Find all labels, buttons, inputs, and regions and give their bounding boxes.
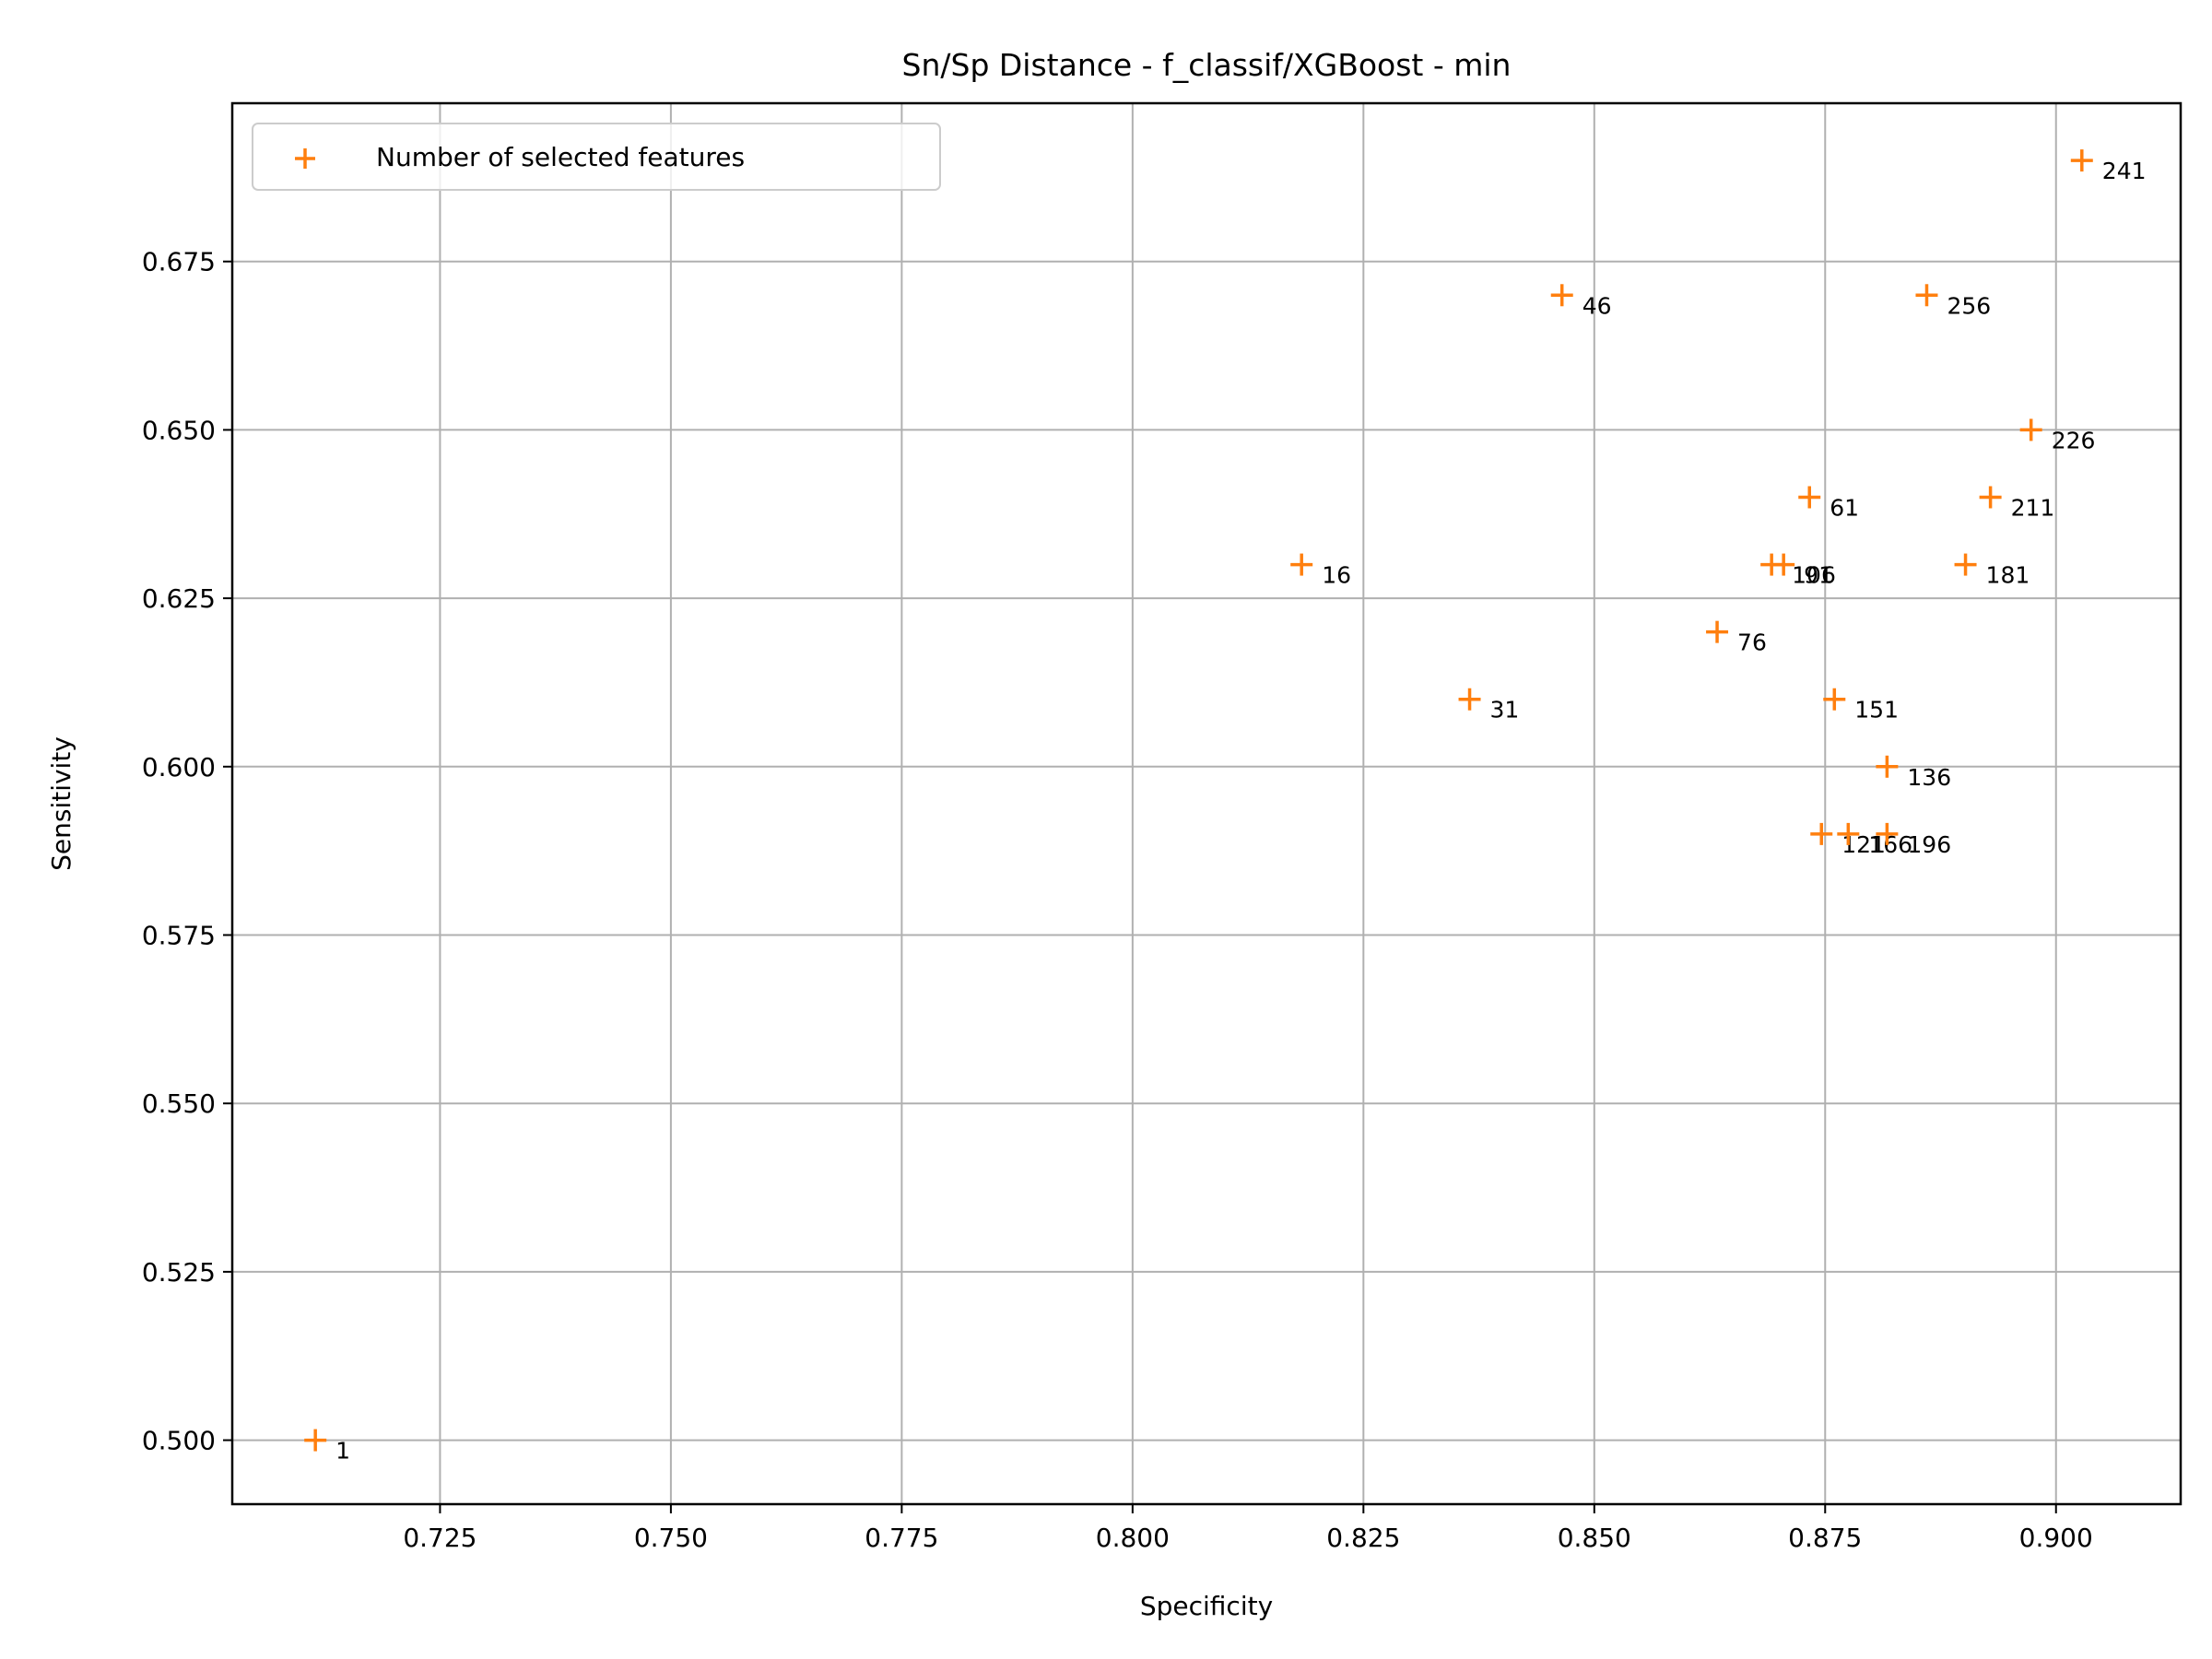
y-tick-label: 0.675 (142, 247, 216, 277)
point-label: 196 (1907, 831, 1951, 858)
x-tick-label: 0.775 (865, 1523, 938, 1553)
x-tick-label: 0.750 (634, 1523, 708, 1553)
data-point: 106 (1760, 553, 1836, 589)
data-point: 31 (1458, 688, 1520, 724)
data-point: 151 (1823, 688, 1899, 724)
x-tick-label: 0.825 (1326, 1523, 1400, 1553)
legend-marker-plus (295, 148, 315, 169)
legend-box (252, 123, 941, 191)
data-point: 241 (2070, 149, 2147, 184)
y-axis-ticks: 0.500 0.525 0.550 0.575 0.600 0.625 0.650 0.675 (142, 247, 232, 1456)
x-tick-label: 0.900 (2019, 1523, 2093, 1553)
x-axis-label: Specificity (1140, 1591, 1273, 1621)
plot-frame (230, 101, 2183, 1506)
y-tick-label: 0.600 (142, 752, 216, 782)
point-label: 226 (2052, 427, 2096, 453)
point-label: 61 (1830, 495, 1859, 522)
data-point: 91 (1772, 553, 1833, 589)
y-axis-label: Sensitivity (46, 736, 76, 871)
data-point: 211 (1979, 486, 2055, 522)
data-point: 136 (1876, 755, 1951, 791)
x-axis-ticks: 0.725 0.750 0.775 0.800 0.825 0.850 0.875 0.900 (403, 1504, 2093, 1553)
legend-label: Number of selected features (376, 142, 745, 172)
y-tick-label: 0.625 (142, 583, 216, 614)
data-point: 181 (1954, 553, 2030, 589)
y-tick-label: 0.650 (142, 415, 216, 445)
point-label: 106 (1792, 562, 1836, 589)
point-label: 166 (1868, 831, 1912, 858)
point-label: 151 (1854, 697, 1899, 724)
x-tick-label: 0.800 (1096, 1523, 1170, 1553)
x-tick-label: 0.875 (1788, 1523, 1862, 1553)
point-label: 256 (1947, 292, 1991, 319)
data-point: 1 (304, 1429, 350, 1465)
y-tick-label: 0.500 (142, 1426, 216, 1456)
data-point: 256 (1915, 284, 1991, 319)
data-point: 16 (1290, 553, 1351, 589)
legend: Number of selected features (252, 123, 941, 191)
x-tick-label: 0.850 (1558, 1523, 1631, 1553)
point-label: 1 (335, 1438, 350, 1465)
data-point: 196 (1876, 822, 1951, 858)
point-label: 46 (1583, 292, 1612, 319)
point-label: 136 (1907, 764, 1951, 791)
x-tick-label: 0.725 (403, 1523, 477, 1553)
grid-lines (232, 103, 2181, 1504)
data-point: 166 (1837, 822, 1912, 858)
y-tick-label: 0.550 (142, 1088, 216, 1119)
data-points: 1163146617691106121136151166181196211226… (304, 149, 2147, 1465)
point-label: 241 (2102, 158, 2147, 184)
chart-title: Sn/Sp Distance - f_classif/XGBoost - min (902, 47, 1512, 83)
point-label: 211 (2011, 495, 2055, 522)
point-label: 16 (1322, 562, 1351, 589)
y-tick-label: 0.525 (142, 1257, 216, 1288)
y-tick-label: 0.575 (142, 921, 216, 951)
point-label: 91 (1804, 562, 1833, 589)
data-point: 46 (1550, 284, 1612, 319)
point-label: 31 (1490, 697, 1520, 724)
point-label: 181 (1986, 562, 2030, 589)
data-point: 61 (1798, 486, 1859, 522)
data-point: 76 (1706, 620, 1767, 656)
data-point: 226 (2019, 418, 2096, 453)
point-label: 76 (1737, 629, 1767, 656)
